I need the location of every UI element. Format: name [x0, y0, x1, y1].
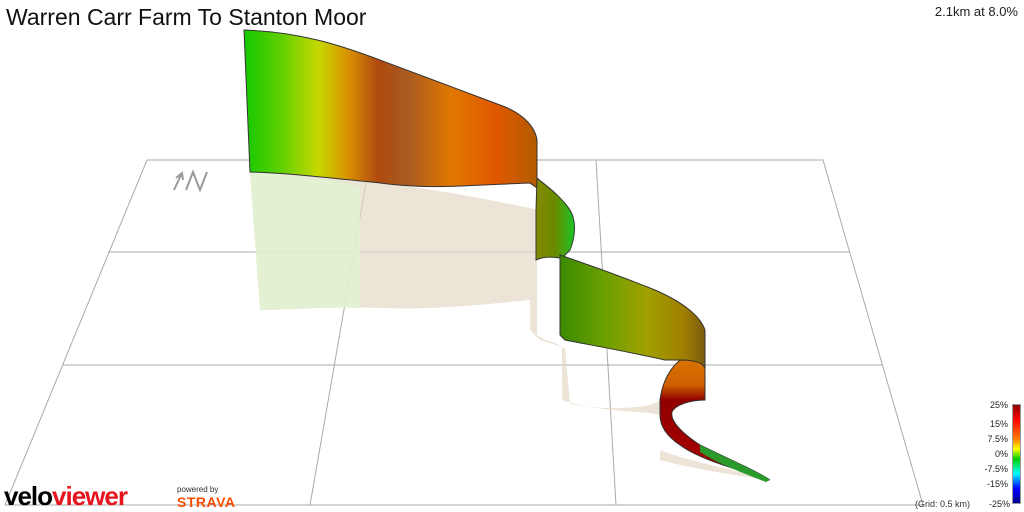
veloviewer-logo[interactable]: veloviewer	[4, 481, 128, 511]
powered-by-strava[interactable]: powered by STRAVA	[177, 485, 236, 510]
elevation-wall-middle	[535, 176, 575, 263]
segment-title: Warren Carr Farm To Stanton Moor	[6, 4, 367, 30]
profile-end	[700, 445, 770, 482]
legend-label-min: -25%	[988, 499, 1010, 509]
legend-label: 7.5%	[987, 434, 1008, 444]
segment-stats: 2.1km at 8.0%	[934, 4, 1018, 19]
legend-label: -7.5%	[984, 464, 1008, 474]
legend-label-max: 25%	[989, 400, 1008, 410]
profile-shadow-green	[250, 172, 360, 310]
gradient-legend-bar	[1012, 404, 1021, 504]
profile-shadow	[250, 172, 770, 480]
elevation-wall-upper	[243, 29, 538, 189]
strava-logo: STRAVA	[177, 494, 236, 510]
legend-label: 15%	[989, 419, 1008, 429]
grid-scale-note: (Grid: 0.5 km)	[914, 499, 970, 509]
logo-viewer: viewer	[52, 481, 128, 511]
legend-label: 0%	[994, 449, 1008, 459]
powered-by-label: powered by	[177, 485, 219, 494]
north-arrow-icon	[173, 169, 208, 193]
elevation-wall-lower	[559, 254, 706, 370]
logo-velo: velo	[4, 481, 53, 511]
legend-label: -15%	[986, 479, 1008, 489]
